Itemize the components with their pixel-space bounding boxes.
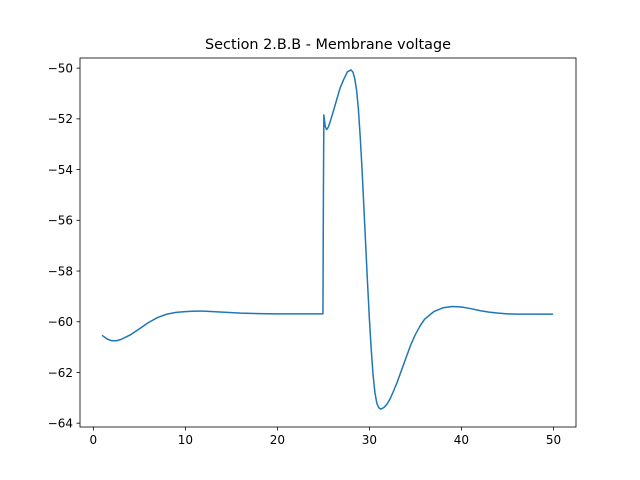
axes-frame: [79, 57, 577, 428]
x-tick-label: 40: [454, 433, 469, 447]
x-axis: 0 10 20 30 40 50: [90, 427, 561, 447]
x-tick-label: 10: [178, 433, 193, 447]
chart-title: Section 2.B.B - Membrane voltage: [205, 37, 451, 53]
y-tick-label: −60: [48, 315, 73, 329]
y-tick-label: −52: [48, 112, 73, 126]
series-line-0: [101, 69, 554, 410]
y-tick-label: −54: [48, 163, 73, 177]
y-tick-label: −50: [48, 61, 73, 75]
y-tick-label: −62: [48, 366, 73, 380]
x-tick-label: 20: [270, 433, 285, 447]
plot-area: [79, 57, 577, 428]
y-tick-label: −56: [48, 214, 73, 228]
y-axis: −64 −62 −60 −58 −56 −54 −52 −50: [48, 61, 80, 430]
x-tick-label: 0: [90, 433, 98, 447]
series-layer: [101, 69, 554, 410]
y-tick-label: −64: [48, 416, 73, 430]
x-tick-label: 50: [546, 433, 561, 447]
x-tick-label: 30: [362, 433, 377, 447]
y-tick-label: −58: [48, 264, 73, 278]
